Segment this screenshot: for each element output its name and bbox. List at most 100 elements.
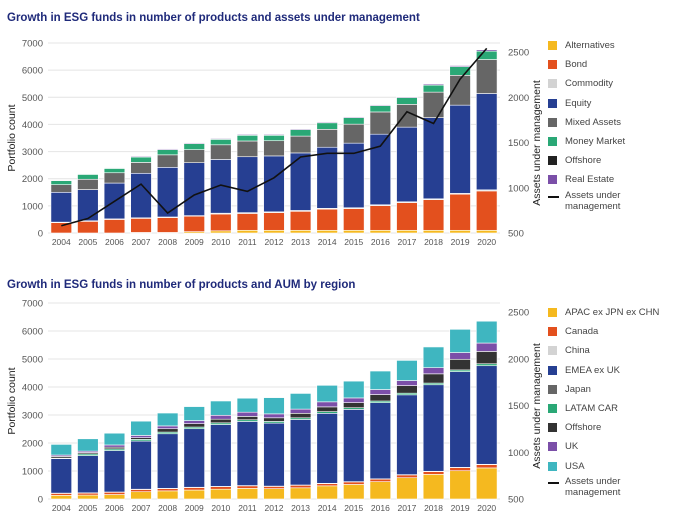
bar-segment-usa <box>236 397 259 413</box>
bar-segment-mixed-assets <box>210 144 232 160</box>
bar-segment-offshore <box>316 406 338 412</box>
legend-item: Bond <box>548 55 645 74</box>
bar-segment-offshore <box>422 373 445 384</box>
bar-segment-bond <box>210 213 232 232</box>
y2-axis-label: Assets under management <box>531 80 543 206</box>
bar-segment-usa <box>103 432 126 446</box>
bar-segment-alternatives <box>210 230 232 234</box>
bar-segment-real-estate <box>183 142 205 144</box>
x-tick-label: 2008 <box>158 503 177 513</box>
chart-plot: 0 1000 2000 3000 4000 5000 6000 7000 500 1000 1500… <box>6 299 543 514</box>
legend-item: Japan <box>548 380 659 399</box>
bar-segment-apac-ex-jpn-ex-chn <box>103 494 126 500</box>
y-axis-label: Portfolio count <box>6 367 18 434</box>
bar-segment-equity <box>369 133 392 206</box>
bar-segment-offshore <box>343 402 365 409</box>
bar-segment-equity <box>476 93 498 191</box>
x-tick-label: 2009 <box>185 237 204 247</box>
bar-segment-uk <box>396 380 418 386</box>
x-tick-label: 2005 <box>78 503 97 513</box>
bar-segment-apac-ex-jpn-ex-chn <box>422 474 445 500</box>
bar-segment-real-estate <box>236 134 259 136</box>
bar-segment-canada <box>396 474 418 479</box>
bar-segment-canada <box>422 471 445 475</box>
y-axis-label: Portfolio count <box>6 104 18 171</box>
y2-tick-label: 500 <box>508 229 524 240</box>
bar-segment-bond <box>183 215 205 232</box>
bar-segment-mixed-assets <box>476 59 498 94</box>
bar-segment-offshore <box>263 417 285 422</box>
legend-item: China <box>548 341 659 360</box>
legend-label: Alternatives <box>565 40 615 52</box>
legend-item: APAC ex JPN ex CHN <box>548 303 659 322</box>
x-tick-label: 2006 <box>105 503 124 513</box>
bar-segment-bond <box>156 217 179 233</box>
bar-segment-equity <box>77 189 99 222</box>
legend-swatch <box>548 442 557 452</box>
legend-swatch <box>548 41 557 51</box>
bar-segment-money-market <box>369 105 392 113</box>
bar-segment-uk <box>236 411 259 417</box>
x-tick-label: 2008 <box>158 237 177 247</box>
legend-item: USA <box>548 457 659 476</box>
y-tick-label: 7000 <box>22 299 43 310</box>
bar-segment-emea-ex-uk <box>130 440 152 490</box>
bar-segment-canada <box>289 484 312 489</box>
x-tick-label: 2006 <box>105 237 124 247</box>
bar-segment-alternatives <box>449 229 471 234</box>
bar-segment-equity <box>130 172 152 219</box>
bar-segment-real-estate <box>210 138 232 140</box>
y-tick-label: 4000 <box>22 120 43 131</box>
legend-item-line: Assets under management <box>548 476 659 502</box>
bar-segment-usa <box>449 329 471 353</box>
y-tick-label: 5000 <box>22 355 43 366</box>
bar-segment-canada <box>316 483 338 487</box>
bar-segment-money-market <box>236 134 259 142</box>
bar-segment-apac-ex-jpn-ex-chn <box>449 470 471 500</box>
x-tick-label: 2016 <box>371 503 390 513</box>
bar-segment-bond <box>422 199 445 231</box>
bar-segment-usa <box>77 438 99 452</box>
legend-swatch <box>548 346 557 356</box>
x-tick-label: 2007 <box>132 503 151 513</box>
y-tick-label: 2000 <box>22 174 43 185</box>
legend-swatch <box>548 423 557 433</box>
bar-segment-offshore <box>396 385 418 394</box>
bar-segment-usa <box>50 444 72 456</box>
bar-segment-alternatives <box>476 229 498 234</box>
bar-segment-emea-ex-uk <box>263 422 285 487</box>
bar-segment-apac-ex-jpn-ex-chn <box>77 494 99 500</box>
y2-tick-label: 1500 <box>508 138 529 149</box>
bar-segment-real-estate <box>316 121 338 124</box>
y-tick-label: 3000 <box>22 411 43 422</box>
bar-segment-bond <box>236 213 259 231</box>
bar-segment-offshore <box>156 428 179 433</box>
chart-region-aum: Growth in ESG funds in number of product… <box>0 270 676 515</box>
legend-item: Commodity <box>548 74 645 93</box>
bar-segment-emea-ex-uk <box>77 455 99 494</box>
bar-segment-mixed-assets <box>103 172 126 184</box>
bar-segment-real-estate <box>156 148 179 150</box>
y-tick-label: 0 <box>38 495 43 506</box>
y-tick-label: 7000 <box>22 39 43 50</box>
bar-segment-mixed-assets <box>50 184 72 193</box>
bar-segment-uk <box>343 397 365 403</box>
bar-segment-mixed-assets <box>343 123 365 144</box>
bar-segment-money-market <box>77 174 99 180</box>
x-tick-label: 2018 <box>424 237 443 247</box>
y2-tick-label: 2000 <box>508 354 529 365</box>
bar-segment-alternatives <box>396 229 418 234</box>
bar-segment-money-market <box>103 168 126 174</box>
bar-segment-uk <box>263 413 285 419</box>
bar-segment-real-estate <box>77 173 99 175</box>
legend-label: UK <box>565 441 579 453</box>
bar-segment-canada <box>263 486 285 489</box>
bar-segment-usa <box>343 380 365 399</box>
x-tick-label: 2009 <box>185 503 204 513</box>
bar-segment-bond <box>77 221 99 234</box>
x-tick-label: 2014 <box>318 503 337 513</box>
bar-segment-real-estate <box>103 167 126 169</box>
x-tick-label: 2015 <box>344 503 363 513</box>
bar-segment-mixed-assets <box>130 162 152 174</box>
legend-label: LATAM CAR <box>565 403 618 415</box>
